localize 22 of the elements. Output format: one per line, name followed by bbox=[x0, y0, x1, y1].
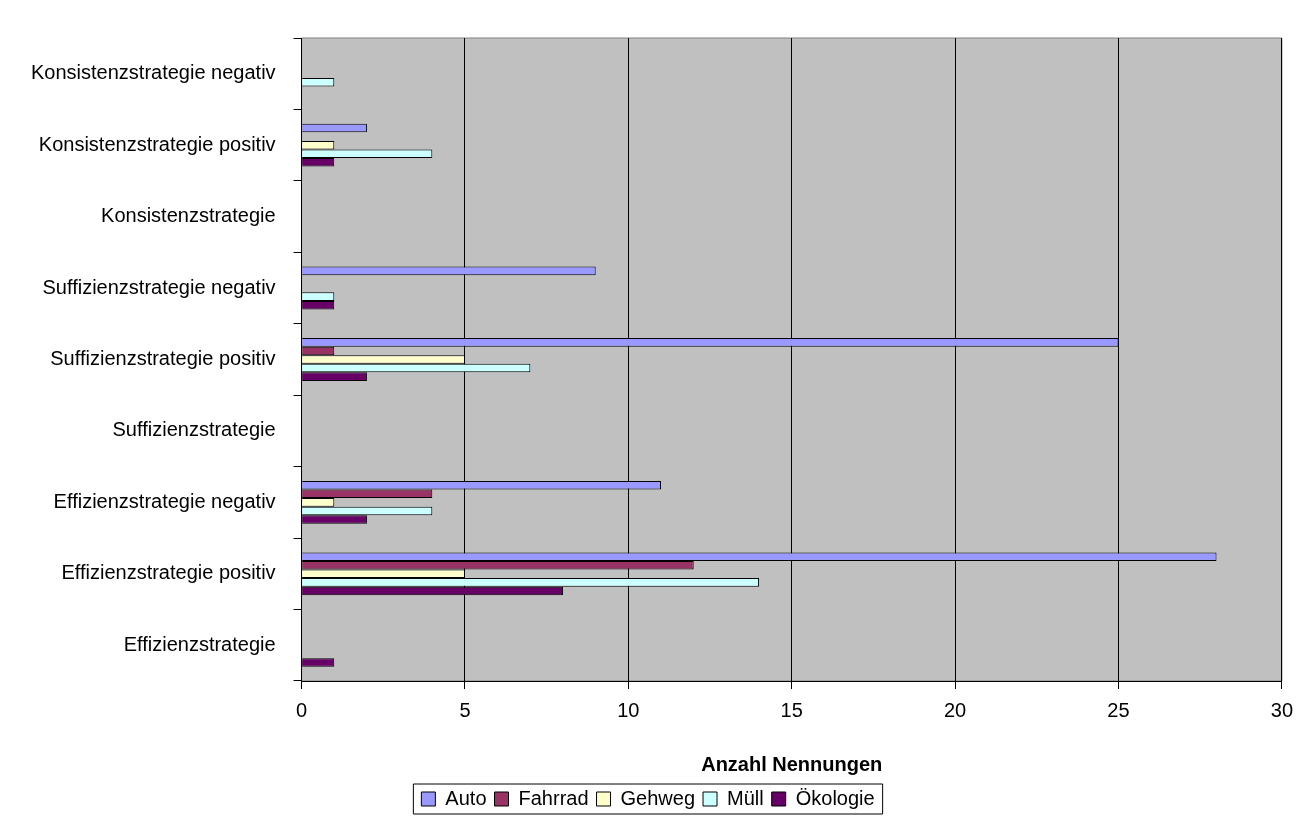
legend-label: Ökologie bbox=[795, 786, 875, 809]
y-tick-label: Effizienzstrategie positiv bbox=[61, 561, 276, 584]
y-tick-label: Konsistenzstrategie positiv bbox=[38, 132, 276, 155]
y-tick-label: Effizienzstrategie negativ bbox=[53, 489, 276, 512]
y-tick-label: Suffizienzstrategie positiv bbox=[50, 347, 276, 370]
y-tick-label: Effizienzstrategie bbox=[123, 632, 276, 655]
x-axis-title: Anzahl Nennungen bbox=[701, 752, 883, 775]
y-tick-label: Konsistenzstrategie bbox=[101, 204, 276, 227]
legend-label: Müll bbox=[727, 786, 764, 809]
legend-label: Auto bbox=[445, 786, 487, 809]
y-tick-label: Suffizienzstrategie negativ bbox=[42, 275, 276, 298]
legend-label: Fahrrad bbox=[518, 786, 589, 809]
x-tick-label: 20 bbox=[943, 698, 967, 721]
legend-label: Gehweg bbox=[620, 786, 696, 809]
x-tick-label: 30 bbox=[1270, 698, 1293, 721]
x-tick-label: 15 bbox=[780, 698, 803, 721]
x-tick-label: 25 bbox=[1107, 698, 1130, 721]
x-tick-label: 10 bbox=[617, 698, 640, 721]
x-tick-label: 5 bbox=[459, 698, 471, 721]
x-tick-label: 0 bbox=[296, 698, 308, 721]
y-tick-label: Konsistenzstrategie negativ bbox=[31, 61, 276, 84]
y-tick-label: Suffizienzstrategie bbox=[112, 418, 276, 441]
